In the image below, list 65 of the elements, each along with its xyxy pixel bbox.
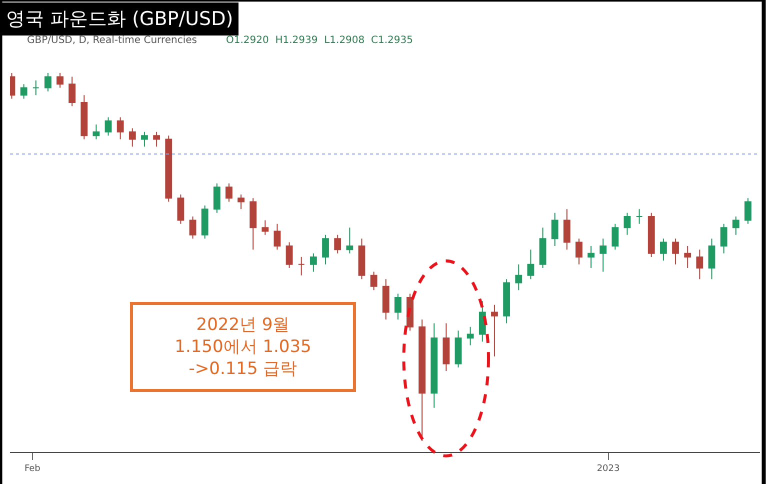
candlestick [563, 208, 570, 250]
x-tick-label: 2023 [596, 464, 620, 474]
candlestick [624, 212, 631, 236]
candlestick [466, 326, 474, 346]
candlestick [116, 116, 124, 140]
chart-title: 영국 파운드화 (GBP/USD) [6, 8, 234, 30]
candlestick [515, 264, 522, 291]
candlestick [454, 330, 462, 368]
text: GBP/USD, D, Real-time Currencies [27, 35, 198, 46]
candlestick [165, 135, 172, 202]
candlestick [322, 234, 329, 265]
candlestick [636, 208, 643, 224]
candlestick [503, 278, 510, 324]
candlestick [310, 252, 317, 272]
candlestick [612, 223, 619, 250]
candlestick [274, 223, 281, 250]
candlestick [80, 94, 88, 140]
candlestick [720, 223, 728, 254]
candlestick [56, 72, 64, 88]
candlestick [238, 194, 244, 210]
candlestick [128, 128, 136, 148]
annotation: 2022년 9월 1.150에서 1.035 ->0.115 급락 [174, 315, 312, 380]
candlestick [732, 216, 740, 236]
candlestick [20, 84, 28, 100]
candlestick [177, 194, 184, 224]
candlestick [334, 234, 342, 254]
candlestick [358, 238, 366, 280]
candlestick [153, 131, 160, 148]
candlestick [44, 72, 52, 92]
x-tick-label: Feb [24, 464, 41, 474]
candlestick [286, 242, 293, 269]
candlestick [298, 256, 305, 276]
candlestick [442, 322, 450, 372]
candlestick [104, 116, 112, 136]
candlestick [189, 216, 196, 240]
candlestick [696, 249, 704, 280]
candlestick [68, 76, 76, 107]
candlestick [213, 182, 220, 214]
candlestick [576, 238, 582, 265]
candlestick [491, 304, 498, 357]
candlestick [418, 319, 426, 442]
candlestick [201, 204, 208, 240]
candlestick [660, 238, 667, 262]
candlestick [430, 322, 438, 408]
candlestick [672, 238, 679, 265]
candlestick [92, 124, 100, 140]
candlestick [708, 238, 716, 280]
candlestick [684, 245, 692, 269]
text: O1.2920 H1.2939 L1.2908 C1.2935 [226, 35, 413, 46]
candlestick [744, 198, 752, 224]
candlestick [527, 249, 534, 280]
candlestick [539, 227, 546, 269]
candlestick [226, 182, 232, 202]
candlestick [370, 271, 378, 291]
candlestick [588, 245, 594, 269]
candlestick [32, 80, 40, 96]
candlestick [382, 278, 390, 320]
candlestick [600, 238, 607, 272]
candlestick [648, 212, 655, 258]
candlestick [394, 293, 402, 320]
candlestick [551, 212, 558, 246]
candlestick [250, 198, 257, 250]
candlestick [141, 131, 148, 148]
candlestick [346, 227, 354, 254]
candlestick [262, 220, 269, 236]
